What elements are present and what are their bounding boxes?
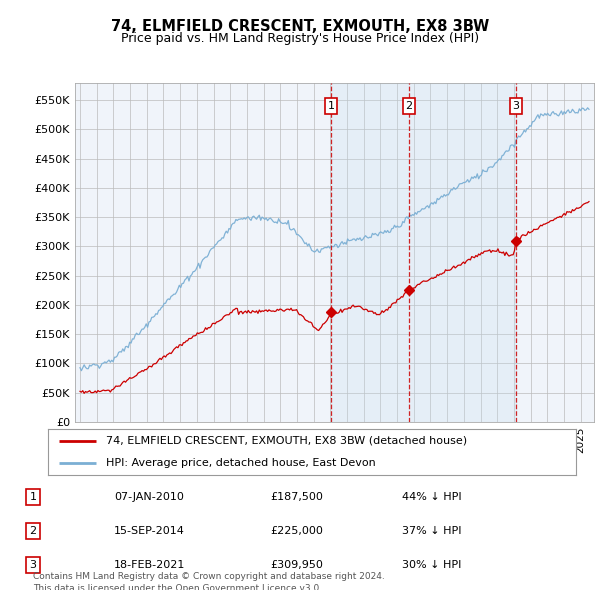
Text: 30% ↓ HPI: 30% ↓ HPI [402,560,461,570]
Text: 2: 2 [29,526,37,536]
Text: 74, ELMFIELD CRESCENT, EXMOUTH, EX8 3BW (detached house): 74, ELMFIELD CRESCENT, EXMOUTH, EX8 3BW … [106,436,467,446]
Text: £225,000: £225,000 [270,526,323,536]
Text: £309,950: £309,950 [270,560,323,570]
Bar [331,83,516,422]
Text: 3: 3 [512,101,520,111]
Text: £187,500: £187,500 [270,492,323,502]
Text: 37% ↓ HPI: 37% ↓ HPI [402,526,461,536]
Text: 74, ELMFIELD CRESCENT, EXMOUTH, EX8 3BW: 74, ELMFIELD CRESCENT, EXMOUTH, EX8 3BW [111,19,489,34]
Text: Contains HM Land Registry data © Crown copyright and database right 2024.
This d: Contains HM Land Registry data © Crown c… [33,572,385,590]
Text: 15-SEP-2014: 15-SEP-2014 [114,526,185,536]
Text: 07-JAN-2010: 07-JAN-2010 [114,492,184,502]
Text: 1: 1 [29,492,37,502]
Text: HPI: Average price, detached house, East Devon: HPI: Average price, detached house, East… [106,458,376,468]
Text: 3: 3 [29,560,37,570]
Text: Price paid vs. HM Land Registry's House Price Index (HPI): Price paid vs. HM Land Registry's House … [121,32,479,45]
Text: 18-FEB-2021: 18-FEB-2021 [114,560,185,570]
Text: 1: 1 [328,101,334,111]
Text: 44% ↓ HPI: 44% ↓ HPI [402,492,461,502]
Text: 2: 2 [406,101,412,111]
